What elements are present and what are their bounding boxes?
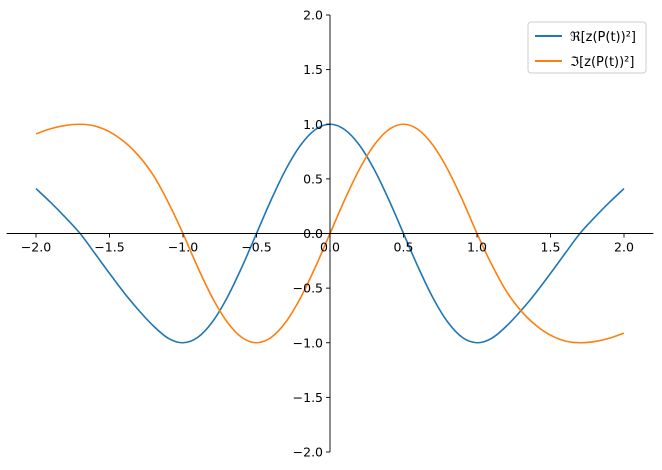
y-tick-label: −1.0 bbox=[293, 335, 323, 350]
legend-label-real: ℜ[z(P(t))²] bbox=[570, 30, 636, 45]
legend-label-imag: ℑ[z(P(t))²] bbox=[570, 55, 634, 70]
x-tick-label: −2.0 bbox=[21, 240, 51, 255]
x-tick-label: 0.5 bbox=[394, 240, 414, 255]
y-tick-label: 1.0 bbox=[303, 117, 323, 132]
x-tick-label: −0.5 bbox=[241, 240, 271, 255]
x-tick-label: 2.0 bbox=[614, 240, 634, 255]
y-tick-label: 0.5 bbox=[303, 171, 323, 186]
y-tick-label: −1.5 bbox=[293, 390, 323, 405]
legend: ℜ[z(P(t))²] ℑ[z(P(t))²] bbox=[527, 21, 647, 74]
x-tick-label: −1.0 bbox=[168, 240, 198, 255]
axes-layer: −2.0 −1.5 −1.0 −0.5 0.0 0.5 1.0 1.5 2.0 −2.0 −1.5 −… bbox=[6, 8, 654, 460]
x-tick-label: −1.5 bbox=[94, 240, 124, 255]
x-tick-label: 0.0 bbox=[320, 240, 340, 255]
y-tick-label: 1.5 bbox=[303, 62, 323, 77]
y-tick-label: 0.0 bbox=[303, 226, 323, 241]
y-tick-label: −2.0 bbox=[293, 445, 323, 460]
y-tick-label: 2.0 bbox=[303, 8, 323, 23]
y-tick-label: −0.5 bbox=[293, 281, 323, 296]
x-tick-label: 1.0 bbox=[467, 240, 487, 255]
x-tick-label: 1.5 bbox=[541, 240, 561, 255]
